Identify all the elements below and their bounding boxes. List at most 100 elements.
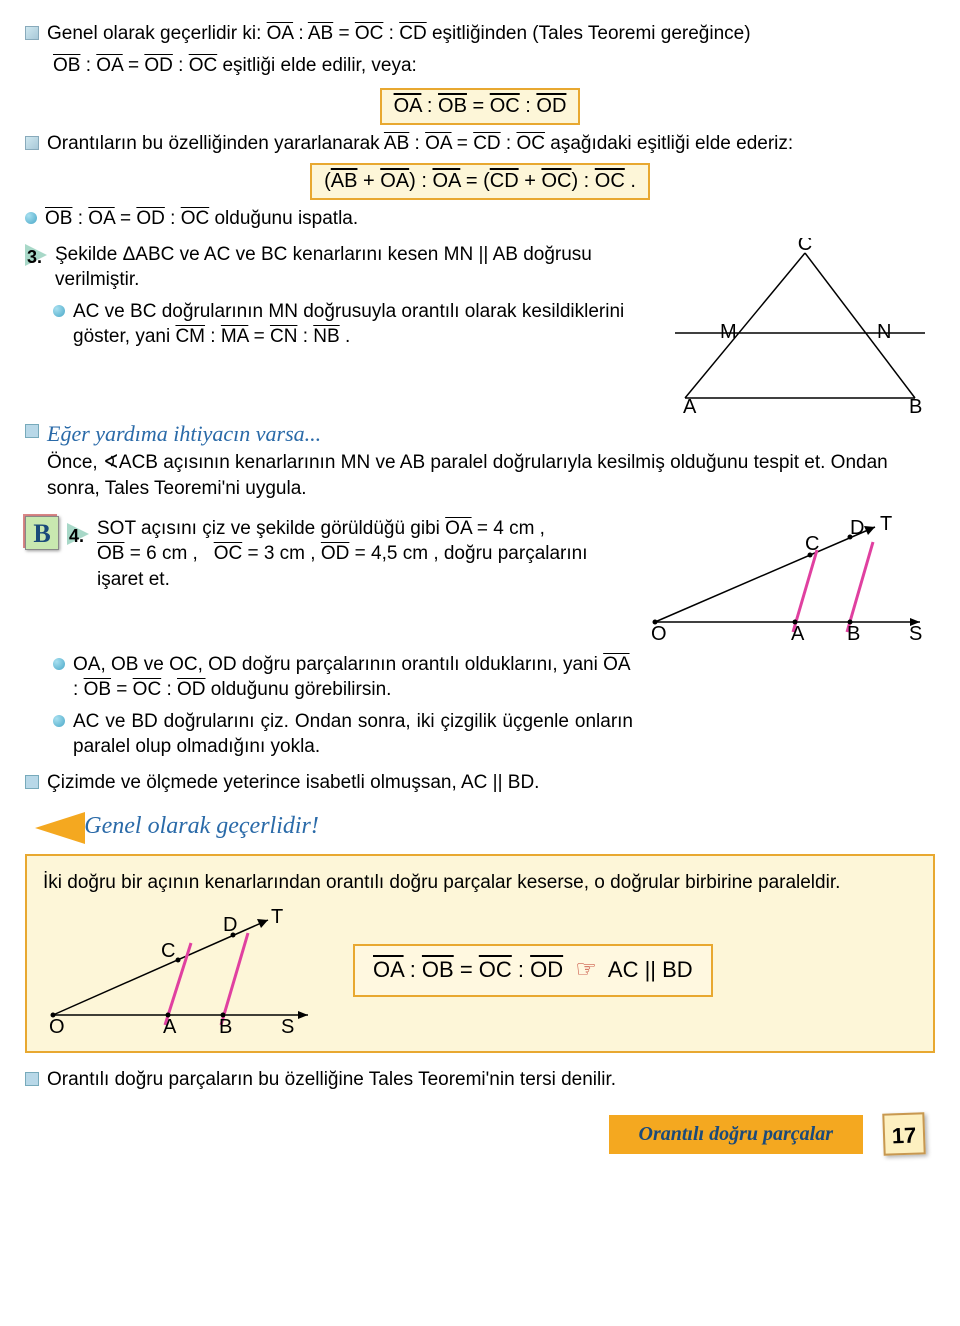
seg: CD: [473, 133, 500, 154]
page-number: 17: [882, 1112, 925, 1155]
seg: OB: [97, 543, 124, 564]
bullet-dot: [53, 305, 65, 317]
label-S: S: [909, 623, 922, 642]
text: AC ve BD doğrularını çiz. Ondan sonra, i…: [73, 709, 633, 760]
item-4: B 4. SOT açısını çiz ve şekilde görüldüğ…: [25, 516, 635, 593]
label-A: A: [791, 623, 805, 642]
seg: OC: [490, 95, 520, 117]
text: Orantıların bu özelliğinden yararlanarak: [47, 133, 384, 154]
seg: OB: [53, 55, 80, 76]
val: = 4,5 cm: [349, 543, 428, 564]
help-title: Eğer yardıma ihtiyacın varsa...: [47, 419, 935, 449]
seg: OC: [214, 543, 243, 564]
bullet-dot: [53, 715, 65, 727]
theorem-box: İki doğru bir açının kenarlarından orant…: [25, 854, 935, 1054]
seg: OA: [425, 133, 451, 154]
seg: OC: [189, 55, 218, 76]
item-4-bullet-2: AC ve BD doğrularını çiz. Ondan sonra, i…: [53, 709, 935, 760]
text: Şekilde ΔABC ve AC ve BC kenarlarını kes…: [55, 242, 615, 293]
label-T: T: [880, 513, 892, 535]
callout-arrow: [35, 812, 85, 844]
seg: OC: [595, 170, 625, 192]
text: AC ve BC doğrularının MN doğrusuyla oran…: [73, 301, 624, 348]
hand-icon: ☞: [575, 956, 597, 983]
text: OA, OB ve OC, OD doğru parçalarının oran…: [73, 652, 633, 703]
seg: OD: [530, 957, 563, 982]
figure-triangle: C M N A B: [665, 238, 935, 413]
para-5: Çizimde ve ölçmede yeterince isabetli ol…: [25, 770, 935, 796]
seg: OD: [536, 95, 566, 117]
bullet-square: [25, 136, 39, 150]
callout-text: Genel olarak geçerlidir!: [84, 813, 319, 839]
callout: Genel olarak geçerlidir!: [35, 810, 935, 844]
theorem-text: İki doğru bir açının kenarlarından orant…: [43, 870, 917, 896]
help-body: Önce, ∢ACB açısının kenarlarının MN ve A…: [47, 450, 935, 501]
seg: OB: [422, 957, 454, 982]
num-marker: 4.: [67, 523, 89, 545]
text: OA, OB ve OC, OD doğru parçalarının oran…: [73, 654, 603, 675]
seg: OA: [603, 654, 629, 675]
seg: OA: [445, 518, 471, 539]
seg: OC: [479, 957, 512, 982]
help-block: Eğer yardıma ihtiyacın varsa... Önce, ∢A…: [25, 419, 935, 502]
text: AC ve BC doğrularının MN doğrusuyla oran…: [73, 299, 643, 350]
seg: AB: [308, 23, 333, 44]
seg: OA: [373, 957, 404, 982]
seg: AB: [384, 133, 409, 154]
num: 3.: [27, 245, 42, 269]
para-1-text: Genel olarak geçerlidir ki: OA : AB = OC…: [47, 21, 751, 47]
seg: OC: [541, 170, 571, 192]
text: Genel olarak geçerlidir ki:: [47, 23, 267, 44]
figure-theorem: O A B S C D T: [43, 905, 323, 1035]
seg: OA: [267, 23, 293, 44]
bullet-square: [25, 424, 39, 438]
text: Orantılı doğru parçaların bu özelliğine …: [47, 1067, 616, 1093]
label-T: T: [271, 906, 283, 928]
num-marker: 3.: [25, 244, 47, 266]
label-O: O: [651, 623, 667, 642]
label-B: B: [847, 623, 860, 642]
text: SOT açısını çiz ve şekilde görüldüğü gib…: [97, 518, 445, 539]
item-4-bullet-1: OA, OB ve OC, OD doğru parçalarının oran…: [53, 652, 935, 703]
seg: OA: [88, 208, 114, 229]
para-3-text: Orantıların bu özelliğinden yararlanarak…: [47, 131, 793, 157]
item-4-body: SOT açısını çiz ve şekilde görüldüğü gib…: [97, 516, 635, 593]
seg: OA: [380, 170, 409, 192]
label-S: S: [281, 1016, 294, 1035]
section-b-badge: B: [25, 516, 59, 550]
seg: OA: [394, 95, 422, 117]
seg: AB: [331, 170, 358, 192]
item-3-bullet: AC ve BC doğrularının MN doğrusuyla oran…: [53, 299, 643, 350]
item-3-body: Şekilde ΔABC ve AC ve BC kenarlarını kes…: [55, 242, 615, 293]
seg: CN: [270, 326, 297, 347]
num: 4.: [69, 524, 84, 548]
seg: OA: [96, 55, 122, 76]
seg: OC: [181, 208, 210, 229]
label-M: M: [720, 321, 737, 343]
label-O: O: [49, 1016, 65, 1035]
bullet-dot: [53, 658, 65, 670]
para-2: OB : OA = OD : OC eşitliği elde edilir, …: [53, 53, 935, 79]
seg: OB: [45, 208, 72, 229]
text: eşitliğinden (Tales Teoremi gereğince): [432, 23, 751, 44]
label-C: C: [805, 533, 819, 555]
label-D: D: [850, 517, 864, 539]
label-B: B: [909, 396, 922, 413]
seg: CD: [490, 170, 519, 192]
page-footer: Orantılı doğru parçalar 17: [25, 1113, 935, 1155]
footer-title: Orantılı doğru parçalar: [609, 1115, 863, 1154]
val: = 3 cm: [242, 543, 305, 564]
theorem-eq: OA : OB = OC : OD ☞ AC || BD: [353, 944, 713, 996]
seg: OD: [321, 543, 350, 564]
seg: OC: [133, 679, 162, 700]
bullet-square: [25, 26, 39, 40]
label-C: C: [798, 238, 812, 255]
text: eşitliği elde edilir, veya:: [222, 55, 416, 76]
seg: OC: [355, 23, 384, 44]
boxed-eq-2: (AB + OA) : OA = (CD + OC) : OC .: [25, 163, 935, 200]
bullet-square: [25, 775, 39, 789]
val: = 4 cm: [472, 518, 535, 539]
label-N: N: [877, 321, 891, 343]
label-B: B: [219, 1016, 232, 1035]
para-3: Orantıların bu özelliğinden yararlanarak…: [25, 131, 935, 157]
